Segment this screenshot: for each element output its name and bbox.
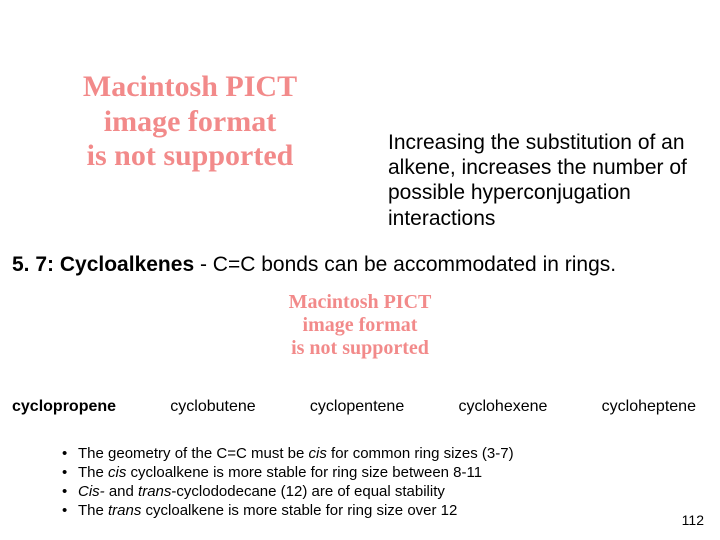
- bullet-italic: Cis-: [78, 483, 105, 500]
- intro-paragraph: Increasing the substitution of an alkene…: [388, 70, 710, 231]
- pict-line: is not supported: [220, 337, 500, 360]
- label-item: cyclopropene: [12, 398, 116, 416]
- pict-line: is not supported: [10, 139, 370, 174]
- pict-line: image format: [220, 314, 500, 337]
- section-number: 5. 7:: [12, 253, 54, 276]
- bullet-italic: cis: [309, 445, 327, 462]
- pict-line: image format: [10, 105, 370, 140]
- pict-error-top: Macintosh PICT image format is not suppo…: [10, 70, 370, 174]
- bullet-text: and: [105, 483, 138, 500]
- list-item: The trans cycloalkene is more stable for…: [62, 501, 720, 520]
- bullet-text: The: [78, 464, 108, 481]
- bullet-text: The: [78, 502, 108, 519]
- bullet-text: cycloalkene is more stable for ring size…: [141, 502, 457, 519]
- bullet-text: cycloalkene is more stable for ring size…: [126, 464, 482, 481]
- pict-line: Macintosh PICT: [220, 291, 500, 314]
- label-item: cyclobutene: [170, 398, 255, 416]
- section-heading: 5. 7: Cycloalkenes - C=C bonds can be ac…: [0, 231, 720, 277]
- bullet-italic: trans: [108, 502, 141, 519]
- bullet-text: for common ring sizes (3-7): [327, 445, 514, 462]
- top-row: Macintosh PICT image format is not suppo…: [0, 0, 720, 231]
- page-number: 112: [682, 512, 704, 528]
- pict-mid-wrap: Macintosh PICT image format is not suppo…: [0, 277, 720, 360]
- bullet-italic: cis: [108, 464, 126, 481]
- section-title: Cycloalkenes: [60, 253, 194, 276]
- list-item: The geometry of the C=C must be cis for …: [62, 444, 720, 463]
- label-item: cyclopentene: [310, 398, 404, 416]
- list-item: The cis cycloalkene is more stable for r…: [62, 463, 720, 482]
- cycloalkene-labels: cyclopropene cyclobutene cyclopentene cy…: [0, 360, 720, 416]
- bullet-text: The geometry of the C=C must be: [78, 445, 309, 462]
- bullet-text: -cyclododecane (12) are of equal stabili…: [171, 483, 445, 500]
- label-item: cyclohexene: [458, 398, 547, 416]
- pict-line: Macintosh PICT: [10, 70, 370, 105]
- bullet-list: The geometry of the C=C must be cis for …: [0, 416, 720, 521]
- pict-error-mid: Macintosh PICT image format is not suppo…: [220, 291, 500, 360]
- bullet-italic: trans: [138, 483, 171, 500]
- section-after: - C=C bonds can be accommodated in rings…: [194, 253, 616, 276]
- label-item: cycloheptene: [602, 398, 696, 416]
- list-item: Cis- and trans-cyclododecane (12) are of…: [62, 482, 720, 501]
